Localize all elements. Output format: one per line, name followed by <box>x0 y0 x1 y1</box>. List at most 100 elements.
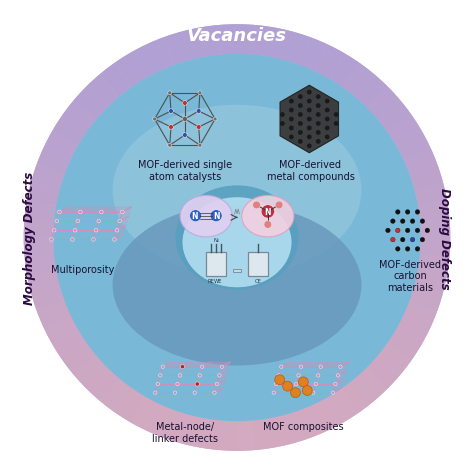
Circle shape <box>298 113 303 118</box>
Circle shape <box>415 228 420 233</box>
Circle shape <box>334 383 337 386</box>
Circle shape <box>161 365 164 369</box>
Circle shape <box>401 238 405 242</box>
Circle shape <box>420 238 425 242</box>
Wedge shape <box>100 378 132 412</box>
Circle shape <box>168 144 172 148</box>
Circle shape <box>307 126 312 131</box>
Wedge shape <box>36 148 71 175</box>
Polygon shape <box>214 362 230 393</box>
Wedge shape <box>73 356 107 388</box>
Circle shape <box>307 109 312 113</box>
Wedge shape <box>253 418 274 450</box>
Wedge shape <box>329 54 359 88</box>
Wedge shape <box>396 316 430 345</box>
Circle shape <box>55 220 59 223</box>
Circle shape <box>213 391 216 395</box>
Text: MOF-derived
carbon
materials: MOF-derived carbon materials <box>379 259 441 292</box>
Wedge shape <box>237 25 255 55</box>
Circle shape <box>275 202 283 209</box>
Wedge shape <box>200 418 221 450</box>
Circle shape <box>299 377 308 387</box>
Circle shape <box>316 131 320 136</box>
Circle shape <box>277 374 281 377</box>
Circle shape <box>280 122 285 127</box>
Wedge shape <box>367 88 401 120</box>
Ellipse shape <box>112 106 361 276</box>
Wedge shape <box>44 131 78 160</box>
Circle shape <box>52 229 56 233</box>
Circle shape <box>76 220 80 223</box>
Circle shape <box>193 391 196 395</box>
Circle shape <box>79 210 82 214</box>
Ellipse shape <box>242 196 294 238</box>
Circle shape <box>391 219 395 224</box>
Wedge shape <box>130 397 159 431</box>
Wedge shape <box>73 88 107 120</box>
Text: CE: CE <box>255 278 261 284</box>
Wedge shape <box>300 38 327 72</box>
Circle shape <box>168 92 172 96</box>
Circle shape <box>325 126 329 131</box>
Circle shape <box>316 139 320 145</box>
Circle shape <box>292 391 295 395</box>
Ellipse shape <box>180 196 232 238</box>
Circle shape <box>218 374 221 377</box>
Circle shape <box>405 247 410 252</box>
Wedge shape <box>147 38 174 72</box>
Wedge shape <box>36 301 71 328</box>
Circle shape <box>425 228 429 233</box>
Wedge shape <box>86 367 119 401</box>
Wedge shape <box>115 54 145 88</box>
Wedge shape <box>329 388 359 422</box>
Circle shape <box>181 365 184 369</box>
Wedge shape <box>31 165 64 190</box>
Circle shape <box>50 238 54 242</box>
Circle shape <box>274 383 278 386</box>
Circle shape <box>100 210 103 214</box>
Wedge shape <box>378 101 412 133</box>
Circle shape <box>316 113 320 118</box>
Wedge shape <box>414 270 447 293</box>
Circle shape <box>173 391 177 395</box>
Wedge shape <box>396 131 430 160</box>
Polygon shape <box>281 362 349 367</box>
Wedge shape <box>410 165 443 190</box>
Circle shape <box>190 210 201 222</box>
Wedge shape <box>387 116 422 146</box>
Wedge shape <box>342 378 374 412</box>
Wedge shape <box>147 404 174 438</box>
Text: N₂: N₂ <box>213 238 219 243</box>
Circle shape <box>415 247 420 252</box>
Circle shape <box>325 118 329 122</box>
Wedge shape <box>355 75 388 109</box>
FancyBboxPatch shape <box>248 253 268 277</box>
Wedge shape <box>31 286 64 311</box>
Circle shape <box>289 99 294 104</box>
Wedge shape <box>24 238 54 257</box>
Circle shape <box>298 95 303 100</box>
Wedge shape <box>403 148 438 175</box>
Circle shape <box>307 118 312 122</box>
Circle shape <box>275 375 284 385</box>
Circle shape <box>201 365 204 369</box>
Circle shape <box>401 219 405 224</box>
Wedge shape <box>27 183 60 206</box>
Wedge shape <box>367 356 401 388</box>
Wedge shape <box>414 183 447 206</box>
Circle shape <box>169 109 173 114</box>
Circle shape <box>316 104 320 109</box>
Wedge shape <box>237 421 255 451</box>
Circle shape <box>307 144 312 149</box>
Circle shape <box>118 220 121 223</box>
Circle shape <box>91 238 95 242</box>
Text: Vacancies: Vacancies <box>187 27 287 45</box>
Wedge shape <box>315 397 344 431</box>
Wedge shape <box>219 25 237 55</box>
Circle shape <box>289 135 294 140</box>
Circle shape <box>280 365 283 369</box>
Text: N: N <box>191 212 198 221</box>
Wedge shape <box>420 238 450 257</box>
Polygon shape <box>333 362 349 393</box>
Wedge shape <box>284 410 310 444</box>
